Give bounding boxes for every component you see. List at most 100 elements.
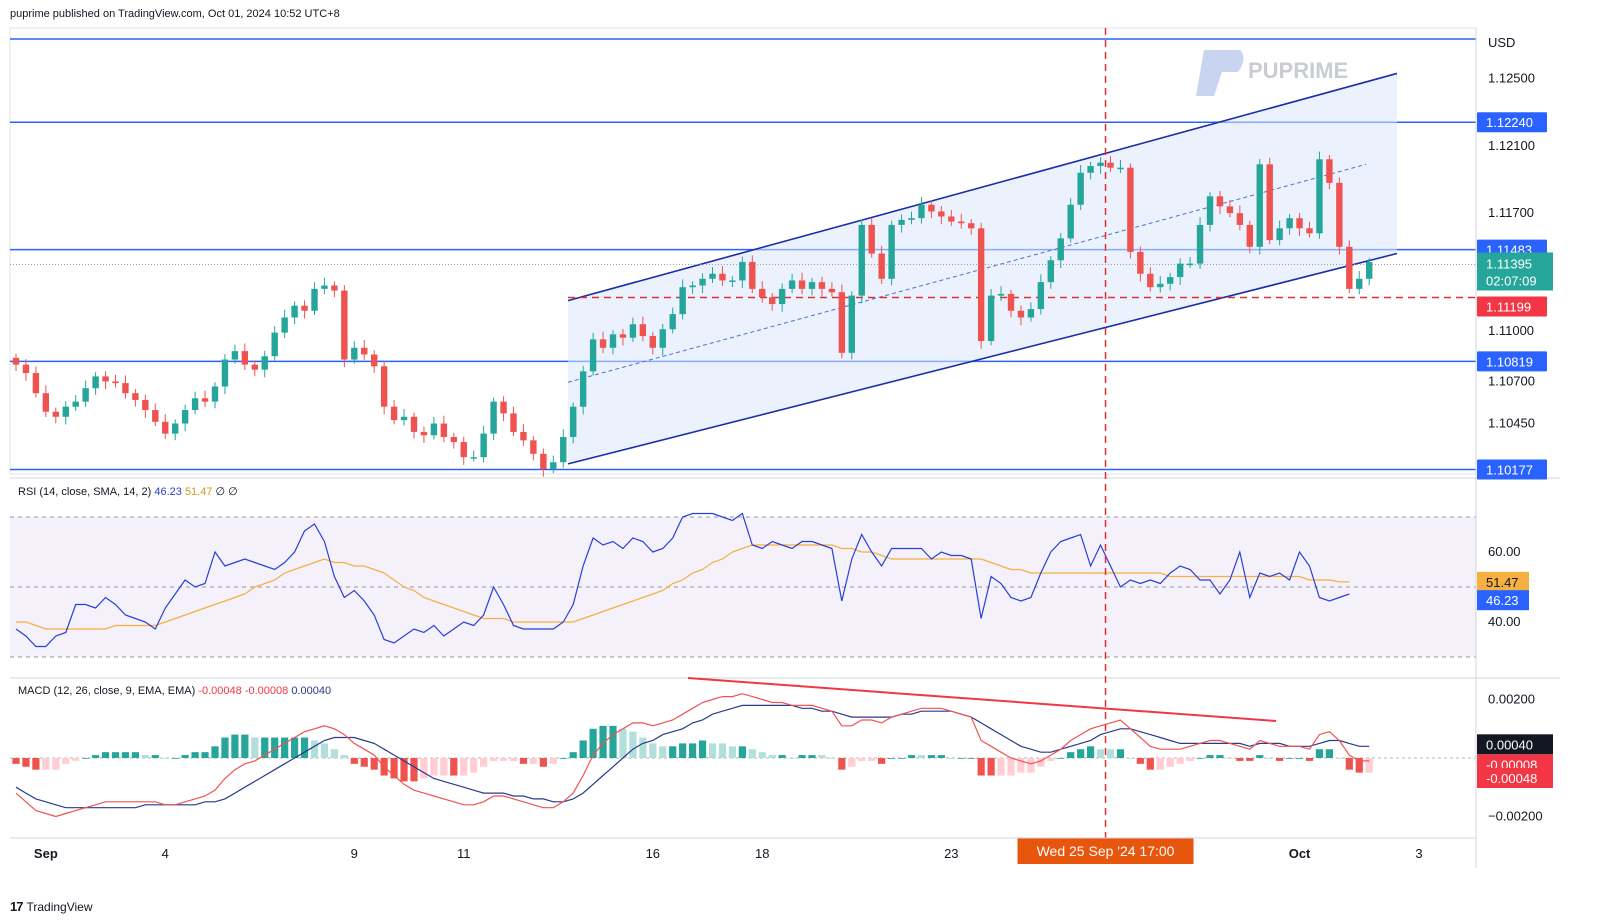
candle-down [142,394,149,418]
level-price-badge: 1.10819 [1477,351,1547,372]
candle-body [729,280,736,282]
candle-body [112,381,119,384]
candle-body [281,317,288,333]
candle-body [132,393,139,400]
macd-histogram-bar [460,758,468,776]
macd-histogram-bar [838,758,846,770]
macd-histogram-bar [1007,758,1015,776]
crosshair-time-text: Wed 25 Sep '24 17:00 [1037,843,1175,859]
candle-up [739,256,746,289]
candle-body [619,334,627,338]
candle-body [888,224,895,279]
macd-legend-label: MACD (12, 26, close, 9, EMA, EMA) [18,685,198,697]
candle-body [1017,310,1025,318]
candle-up [570,402,577,444]
macd-signal-badge: 0.00040 [1477,734,1553,755]
candle-body [1336,182,1343,247]
candle-body [181,410,189,424]
candle-down [977,222,985,349]
candle-body [1027,309,1035,318]
candle-up [908,211,915,225]
puprime-watermark: PUPRIME [1196,50,1348,96]
candle-body [1356,278,1363,289]
candle-body [22,364,30,374]
macd-histogram-bar [907,755,916,758]
candle-body [122,383,129,394]
macd-histogram-bar [888,758,896,759]
macd-histogram-bar [589,728,597,758]
candle-body [251,364,258,370]
candle-down [649,331,656,355]
macd-histogram-bar [22,758,30,767]
axes: 1.12500 1.12100 1.11700 1.11000 1.10700 1.104… [10,28,1553,868]
candle-body [301,305,308,311]
time-tick-label: 18 [755,846,769,861]
candle-body [1296,218,1303,229]
candle-body [1087,166,1094,173]
rsi-ma-badge-bg [1477,571,1529,592]
candle-down [1127,163,1134,259]
candle-down [828,282,836,297]
candle-down [948,209,955,226]
macd-histogram-bar [420,758,428,779]
candle-up [987,289,995,346]
macd-histogram-bar [1077,749,1085,758]
macd-histogram-bar [758,752,766,758]
macd-histogram-bar [340,755,348,758]
level-price-badge-bg [1477,351,1547,372]
rsi-tick-label: 40.00 [1488,614,1521,629]
candle-up [1167,272,1174,291]
macd-hist-badge-text: -0.00048 [1486,771,1537,786]
macd-histogram-bar [1355,758,1363,773]
time-tick-label: 23 [944,846,958,861]
candle-down [1147,267,1154,292]
candle-down [769,293,776,311]
candle-down [1216,190,1224,215]
candle-up [888,220,895,286]
candle-body [1346,246,1353,289]
candle-body [838,292,846,353]
candle-down [1306,221,1313,238]
macd-histogram-bar [1335,758,1343,759]
candle-up [679,279,686,320]
candle-up [1196,217,1204,270]
macd-histogram-bar [201,752,209,758]
candle-down [162,414,169,439]
candle-down [102,370,109,390]
candle-down [938,206,945,225]
candle-body [1107,162,1114,168]
candle-down [331,281,338,298]
candle-down [868,218,875,258]
macd-histogram-bar [1276,758,1284,761]
macd-histogram-bar [1295,758,1304,759]
candle-up [560,429,567,468]
candle-down [968,219,975,235]
candle-down [420,426,428,444]
candle-up [92,372,99,395]
macd-histogram-bar [291,737,299,758]
time-tick-label: 4 [162,846,169,861]
candle-body [649,335,656,348]
candle-down [361,340,368,360]
candle-body [560,436,567,463]
macd-histogram-bar [1286,758,1294,759]
rsi-legend-ma: 51.47 [185,486,216,498]
candle-down [798,272,806,295]
candle-body [12,357,20,365]
candle-down [1326,155,1333,190]
candle-body [221,359,229,387]
macd-histogram-bar [599,725,607,758]
macd-histogram-bar [1216,755,1224,758]
channel-lower-line [567,252,1398,465]
macd-histogram-bar [310,740,319,758]
macd-signal-line [15,704,1370,809]
candle-up [589,332,597,376]
candle-up [609,330,617,355]
macd-histogram-bar [1196,758,1204,759]
rsi-legend-label: RSI (14, close, SMA, 14, 2) [18,486,154,498]
candle-down [1107,156,1114,172]
candle-up [659,323,666,356]
candle-up [311,282,318,315]
candle-up [1256,158,1263,255]
